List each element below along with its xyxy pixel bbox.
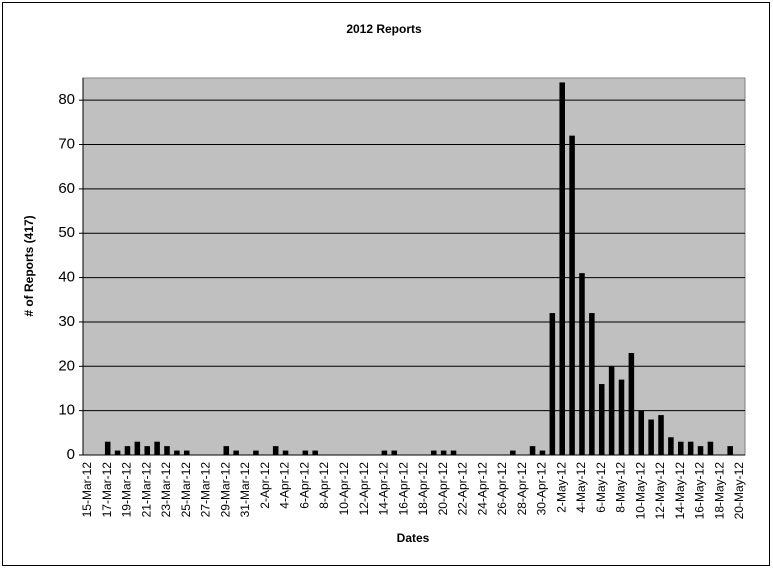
y-tick-label: 60 — [58, 180, 75, 197]
x-tick-label: 6-Apr-12 — [297, 462, 311, 509]
y-tick-label: 30 — [58, 313, 75, 330]
x-tick-label: 22-Apr-12 — [456, 462, 470, 516]
bar — [134, 441, 141, 455]
x-axis-title: Dates — [397, 531, 430, 545]
bar — [183, 450, 190, 455]
x-tick-label: 29-Mar-12 — [218, 462, 232, 518]
x-tick-label: 21-Mar-12 — [139, 462, 153, 518]
y-axis-title: # of Reports (417) — [22, 215, 36, 316]
x-tick-label: 15-Mar-12 — [80, 462, 94, 518]
y-tick-label: 10 — [58, 402, 75, 419]
x-tick-label: 12-Apr-12 — [357, 462, 371, 516]
bar — [144, 446, 150, 455]
x-tick-label: 16-Apr-12 — [396, 462, 410, 516]
bar — [510, 450, 516, 455]
bar — [628, 352, 635, 455]
bar — [648, 419, 654, 455]
x-tick-label: 25-Mar-12 — [179, 462, 193, 518]
y-tick-label: 0 — [67, 446, 75, 463]
x-tick-label: 27-Mar-12 — [199, 462, 213, 518]
plot-area — [82, 77, 746, 456]
bar — [598, 384, 605, 455]
bar — [124, 446, 131, 455]
x-tick-label: 4-Apr-12 — [278, 462, 292, 509]
bar — [430, 450, 437, 455]
y-tick-label: 50 — [58, 224, 75, 241]
bar — [302, 450, 309, 455]
bar — [697, 446, 704, 455]
bar — [272, 446, 279, 455]
y-tick-label: 20 — [58, 357, 75, 374]
x-tick-label: 18-May-12 — [712, 462, 726, 520]
x-tick-label: 2-Apr-12 — [258, 462, 272, 509]
bar — [707, 441, 714, 455]
bar — [440, 450, 447, 455]
bar — [678, 441, 684, 455]
bar — [154, 441, 160, 455]
x-tick-label: 20-May-12 — [732, 462, 746, 520]
bar — [549, 313, 556, 455]
bar — [569, 135, 575, 456]
x-tick-label: 26-Apr-12 — [495, 462, 509, 516]
bar — [668, 437, 674, 455]
x-tick-label: 24-Apr-12 — [475, 462, 489, 516]
bar — [658, 415, 664, 455]
bar — [233, 450, 239, 455]
bar — [589, 313, 595, 455]
x-tick-label: 16-May-12 — [693, 462, 707, 520]
x-tick-label: 14-May-12 — [673, 462, 687, 520]
x-tick-label: 23-Mar-12 — [159, 462, 173, 518]
bar — [687, 441, 694, 455]
bar — [253, 450, 259, 455]
bar — [104, 441, 111, 455]
y-tick-label: 80 — [58, 91, 75, 108]
y-tick-label: 70 — [58, 135, 75, 152]
bar — [381, 450, 388, 455]
bar — [638, 410, 645, 455]
x-tick-label: 18-Apr-12 — [416, 462, 430, 516]
bar — [164, 446, 170, 455]
x-tick-label: 28-Apr-12 — [515, 462, 529, 516]
x-tick-label: 19-Mar-12 — [120, 462, 134, 518]
x-tick-label: 12-May-12 — [653, 462, 667, 520]
bar — [529, 446, 536, 455]
bar — [312, 450, 318, 455]
bar — [618, 379, 625, 455]
x-tick-label: 10-May-12 — [633, 462, 647, 520]
x-tick-label: 4-May-12 — [574, 462, 588, 513]
bar — [391, 450, 398, 455]
bar — [539, 450, 546, 455]
x-tick-label: 6-May-12 — [594, 462, 608, 513]
x-tick-label: 8-May-12 — [614, 462, 628, 513]
bar — [559, 82, 565, 455]
x-tick-label: 14-Apr-12 — [377, 462, 391, 516]
x-tick-label: 17-Mar-12 — [100, 462, 114, 518]
bar — [579, 273, 585, 455]
x-tick-label: 10-Apr-12 — [337, 462, 351, 516]
bar — [450, 450, 457, 455]
x-tick-label: 20-Apr-12 — [436, 462, 450, 516]
bar — [727, 446, 733, 455]
x-tick-label: 31-Mar-12 — [238, 462, 252, 518]
bar — [114, 450, 121, 455]
bar — [608, 366, 615, 455]
y-tick-label: 40 — [58, 269, 75, 286]
bar — [223, 446, 230, 455]
bar — [282, 450, 289, 455]
x-tick-label: 8-Apr-12 — [317, 462, 331, 509]
bar — [174, 450, 180, 455]
x-tick-label: 2-May-12 — [554, 462, 568, 513]
x-tick-label: 30-Apr-12 — [535, 462, 549, 516]
chart-title: 2012 Reports — [346, 22, 422, 36]
